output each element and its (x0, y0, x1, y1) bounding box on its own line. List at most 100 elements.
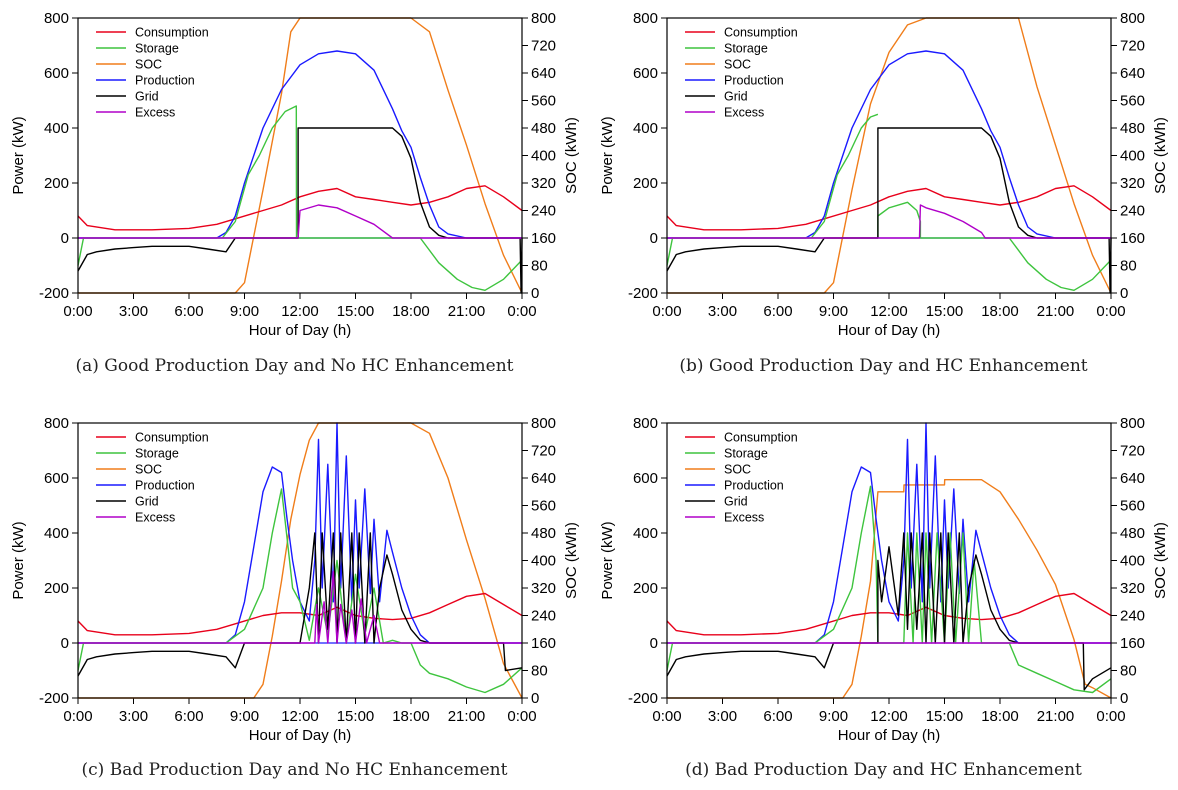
legend-label: Production (135, 479, 195, 493)
y2-tick-label: 400 (531, 148, 556, 165)
legend-label: Consumption (135, 431, 209, 445)
series-line-storage (666, 485, 1112, 694)
x-tick-label: 0:00 (1096, 708, 1125, 725)
legend-label: Production (724, 479, 784, 493)
legend-label: Storage (724, 42, 768, 56)
x-axis-label: Hour of Day (h) (838, 322, 941, 339)
y2-tick-label: 0 (1120, 285, 1128, 302)
y2-tick-label: 0 (1120, 690, 1128, 707)
y-tick-label: 0 (650, 635, 658, 652)
y2-tick-label: 80 (1120, 258, 1137, 275)
x-tick-label: 0:00 (1096, 303, 1125, 320)
y-tick-label: -200 (39, 285, 69, 302)
legend-label: Storage (135, 42, 179, 56)
y-tick-label: 600 (44, 65, 69, 82)
legend-label: SOC (135, 463, 162, 477)
x-tick-label: 3:00 (708, 303, 737, 320)
series-line-excess (78, 204, 522, 239)
y2-tick-label: 240 (531, 608, 556, 625)
y-tick-label: 400 (633, 120, 658, 137)
y-tick-label: 400 (44, 120, 69, 137)
y2-tick-label: 320 (1120, 175, 1145, 192)
x-tick-label: 9:00 (819, 303, 848, 320)
series-line-storage (77, 488, 523, 694)
x-tick-label: 6:00 (763, 303, 792, 320)
x-tick-label: 0:00 (507, 303, 536, 320)
y-tick-label: -200 (628, 690, 658, 707)
legend-label: Storage (135, 447, 179, 461)
series-line-production (667, 50, 1111, 239)
x-tick-label: 21:00 (448, 303, 486, 320)
chart-a: -200 0 200 400 600 800 0 80 160 240 320 400 480 560 64… (10, 10, 580, 339)
x-tick-label: 9:00 (230, 708, 259, 725)
legend-label: Production (724, 74, 784, 88)
y-tick-label: 800 (44, 415, 69, 432)
series-line-production (78, 422, 522, 644)
legend-label: Production (135, 74, 195, 88)
y-tick-label: 200 (633, 580, 658, 597)
y2-tick-label: 80 (531, 258, 548, 275)
x-tick-label: 18:00 (981, 708, 1019, 725)
x-tick-label: 12:00 (870, 708, 908, 725)
legend-label: Grid (724, 90, 748, 104)
legend-label: SOC (724, 463, 751, 477)
x-tick-label: 6:00 (174, 303, 203, 320)
y2-tick-label: 240 (531, 203, 556, 220)
y2-tick-label: 560 (531, 498, 556, 515)
plot-frame (666, 422, 1112, 699)
y2-tick-label: 480 (1120, 525, 1145, 542)
plot-frame (77, 422, 523, 699)
y2-tick-label: 400 (531, 553, 556, 570)
series-line-storage (77, 237, 523, 291)
y2-tick-label: 800 (531, 10, 556, 27)
x-tick-label: 12:00 (281, 708, 319, 725)
x-axis-label: Hour of Day (h) (249, 322, 352, 339)
y2-tick-label: 640 (1120, 470, 1145, 487)
caption-d: (d) Bad Production Day and HC Enhancemen… (685, 760, 1082, 780)
series-line-storage (221, 105, 298, 239)
x-tick-label: 18:00 (981, 303, 1019, 320)
y-tick-label: 0 (61, 635, 69, 652)
y-tick-label: 400 (633, 525, 658, 542)
y2-axis-label: SOC (kWh) (563, 117, 580, 194)
y-tick-label: 200 (633, 175, 658, 192)
y2-tick-label: 160 (1120, 635, 1145, 652)
y2-tick-label: 240 (1120, 608, 1145, 625)
series-line-grid (666, 532, 1112, 691)
y2-tick-label: 640 (531, 470, 556, 487)
chart-c: -200 0 200 400 600 800 0 80 160 240 320 400 480 560 64… (10, 415, 580, 744)
y2-tick-label: 80 (1120, 663, 1137, 680)
y-tick-label: 800 (44, 10, 69, 27)
legend-label: Consumption (724, 26, 798, 40)
y2-tick-label: 320 (1120, 580, 1145, 597)
y-tick-label: -200 (39, 690, 69, 707)
y2-tick-label: 160 (1120, 230, 1145, 247)
x-tick-label: 15:00 (926, 708, 964, 725)
plot-frame (77, 17, 523, 294)
legend-label: Grid (135, 495, 159, 509)
y2-tick-label: 160 (531, 635, 556, 652)
y-tick-label: 0 (650, 230, 658, 247)
y-tick-label: 800 (633, 10, 658, 27)
legend-label: Grid (135, 90, 159, 104)
y2-tick-label: 800 (531, 415, 556, 432)
series-line-soc (667, 478, 1112, 699)
legend-label: Consumption (724, 431, 798, 445)
legend-label: SOC (135, 58, 162, 72)
x-axis-label: Hour of Day (h) (249, 727, 352, 744)
y2-axis-label: SOC (kWh) (1152, 522, 1169, 599)
x-tick-label: 21:00 (1037, 303, 1075, 320)
legend-label: Excess (135, 511, 175, 525)
y2-tick-label: 560 (1120, 498, 1145, 515)
y2-tick-label: 400 (1120, 148, 1145, 165)
y2-tick-label: 720 (531, 443, 556, 460)
y2-tick-label: 0 (531, 285, 539, 302)
x-tick-label: 3:00 (119, 708, 148, 725)
y2-tick-label: 720 (1120, 38, 1145, 55)
legend-label: Storage (724, 447, 768, 461)
y-tick-label: 400 (44, 525, 69, 542)
y2-tick-label: 720 (531, 38, 556, 55)
chart-panel-c: -200 0 200 400 600 800 0 80 160 240 320 400 480 560 64… (0, 405, 580, 780)
y2-tick-label: 640 (531, 65, 556, 82)
series-line-storage (810, 113, 879, 239)
